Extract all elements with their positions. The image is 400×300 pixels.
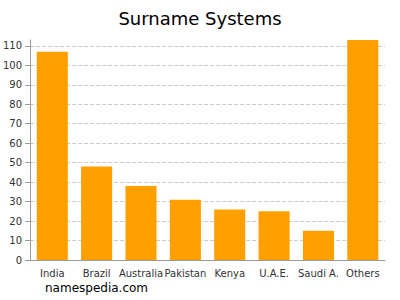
svg-text:Others: Others — [346, 268, 380, 279]
svg-text:U.A.E.: U.A.E. — [259, 268, 289, 279]
svg-text:20: 20 — [9, 216, 22, 227]
svg-text:Pakistan: Pakistan — [164, 268, 206, 279]
svg-text:70: 70 — [9, 118, 22, 129]
svg-text:30: 30 — [9, 196, 22, 207]
svg-text:Kenya: Kenya — [214, 268, 245, 279]
svg-text:80: 80 — [9, 99, 22, 110]
svg-text:90: 90 — [9, 79, 22, 90]
svg-text:Brazil: Brazil — [83, 268, 111, 279]
svg-text:100: 100 — [3, 60, 22, 71]
svg-text:0: 0 — [16, 255, 22, 266]
svg-text:Surname Systems: Surname Systems — [118, 8, 281, 29]
svg-text:namespedia.com: namespedia.com — [45, 281, 148, 295]
svg-text:Australia: Australia — [119, 268, 163, 279]
svg-text:50: 50 — [9, 157, 22, 168]
svg-text:10: 10 — [9, 235, 22, 246]
svg-text:60: 60 — [9, 138, 22, 149]
svg-text:40: 40 — [9, 177, 22, 188]
svg-text:India: India — [40, 268, 65, 279]
svg-text:Saudi A.: Saudi A. — [298, 268, 339, 279]
svg-text:110: 110 — [3, 40, 22, 51]
